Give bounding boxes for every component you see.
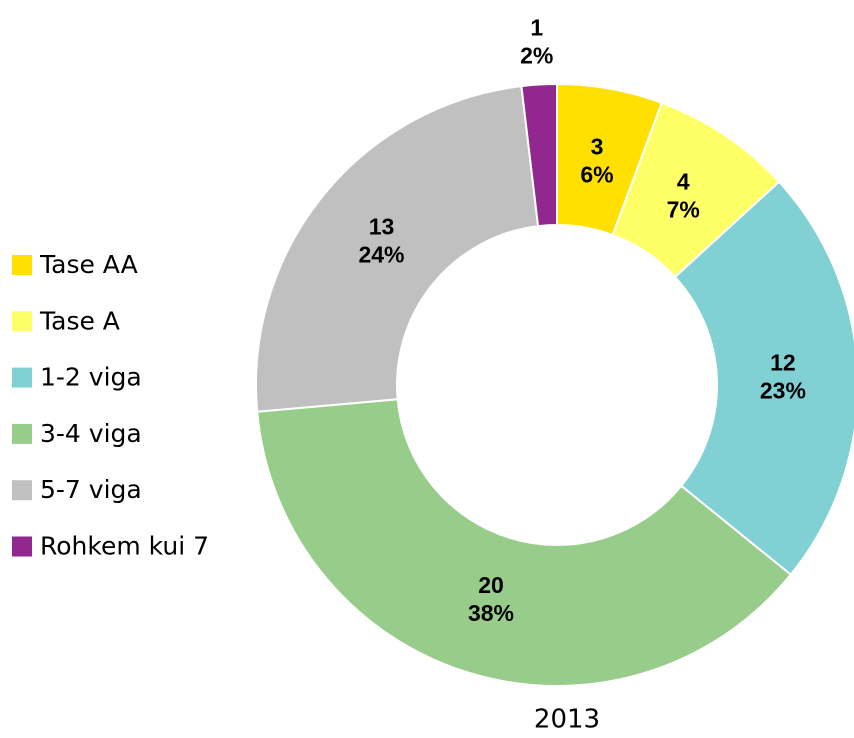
legend-label: 1-2 viga [40,363,142,392]
legend-label: Tase A [39,306,120,335]
legend-swatch [12,480,32,501]
legend-label: 3-4 viga [40,419,142,448]
legend-swatch [12,536,32,557]
percent-label: 7% [667,197,700,223]
legend-swatch [12,423,32,444]
legend-swatch [12,367,32,388]
legend-label: Tase AA [39,250,138,279]
percent-label: 2% [520,43,553,69]
legend-swatch [12,255,32,275]
legend-label: 5-7 viga [40,475,142,504]
donut-slice [520,82,558,228]
percent-label: 6% [580,162,613,188]
legend-label: Rohkem kui 7 [40,532,209,561]
data-label: 1 [530,15,543,41]
chart-title: 2013 [534,705,600,735]
data-label: 3 [591,134,604,160]
percent-label: 24% [358,242,404,268]
percent-label: 23% [760,377,806,403]
donut-slice [256,398,793,687]
percent-label: 38% [468,600,514,626]
data-label: 4 [677,169,690,195]
donut-slice [673,180,854,577]
donut-slice [255,85,540,413]
data-label: 20 [478,572,504,598]
data-label: 13 [369,214,395,240]
legend-swatch [12,311,32,332]
data-label: 12 [770,349,796,375]
